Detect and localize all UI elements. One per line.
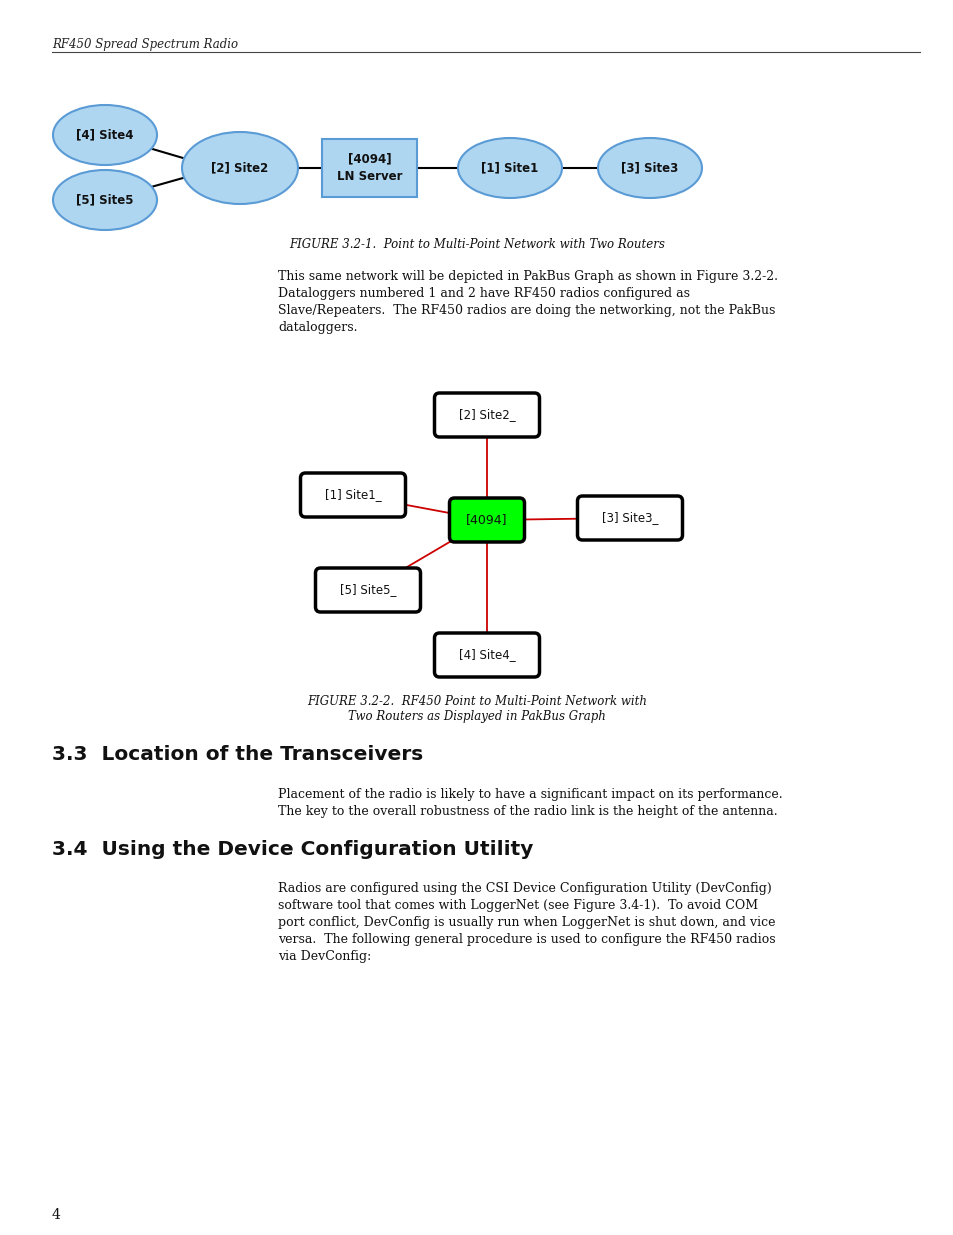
Text: [3] Site3: [3] Site3 [620, 162, 678, 174]
Text: [4094]: [4094] [466, 514, 507, 526]
Text: [5] Site5: [5] Site5 [76, 194, 133, 206]
Text: Placement of the radio is likely to have a significant impact on its performance: Placement of the radio is likely to have… [277, 788, 781, 818]
Text: Radios are configured using the CSI Device Configuration Utility (DevConfig)
sof: Radios are configured using the CSI Devi… [277, 882, 775, 963]
Text: [1] Site1_: [1] Site1_ [324, 489, 381, 501]
Ellipse shape [182, 132, 297, 204]
FancyBboxPatch shape [434, 634, 539, 677]
FancyBboxPatch shape [577, 496, 681, 540]
Text: FIGURE 3.2-2.  RF450 Point to Multi-Point Network with: FIGURE 3.2-2. RF450 Point to Multi-Point… [307, 695, 646, 708]
Text: [1] Site1: [1] Site1 [481, 162, 538, 174]
FancyBboxPatch shape [434, 393, 539, 437]
Ellipse shape [53, 105, 157, 165]
Text: [5] Site5_: [5] Site5_ [339, 583, 395, 597]
FancyBboxPatch shape [449, 498, 524, 542]
Ellipse shape [598, 138, 701, 198]
Text: [4] Site4_: [4] Site4_ [458, 648, 515, 662]
FancyBboxPatch shape [322, 140, 417, 198]
Text: Two Routers as Displayed in PakBus Graph: Two Routers as Displayed in PakBus Graph [348, 710, 605, 722]
Text: [3] Site3_: [3] Site3_ [601, 511, 658, 525]
FancyBboxPatch shape [300, 473, 405, 517]
Text: [2] Site2_: [2] Site2_ [458, 409, 515, 421]
Text: [4094]: [4094] [348, 152, 392, 165]
Text: 4: 4 [52, 1208, 61, 1221]
Text: 3.3  Location of the Transceivers: 3.3 Location of the Transceivers [52, 745, 423, 764]
Ellipse shape [53, 170, 157, 230]
FancyBboxPatch shape [315, 568, 420, 613]
Ellipse shape [457, 138, 561, 198]
Text: [2] Site2: [2] Site2 [212, 162, 269, 174]
Text: [4] Site4: [4] Site4 [76, 128, 133, 142]
Text: This same network will be depicted in PakBus Graph as shown in Figure 3.2-2.
Dat: This same network will be depicted in Pa… [277, 270, 778, 333]
Text: LN Server: LN Server [337, 170, 402, 184]
Text: RF450 Spread Spectrum Radio: RF450 Spread Spectrum Radio [52, 38, 238, 51]
Text: FIGURE 3.2-1.  Point to Multi-Point Network with Two Routers: FIGURE 3.2-1. Point to Multi-Point Netwo… [289, 238, 664, 251]
Text: 3.4  Using the Device Configuration Utility: 3.4 Using the Device Configuration Utili… [52, 840, 533, 860]
